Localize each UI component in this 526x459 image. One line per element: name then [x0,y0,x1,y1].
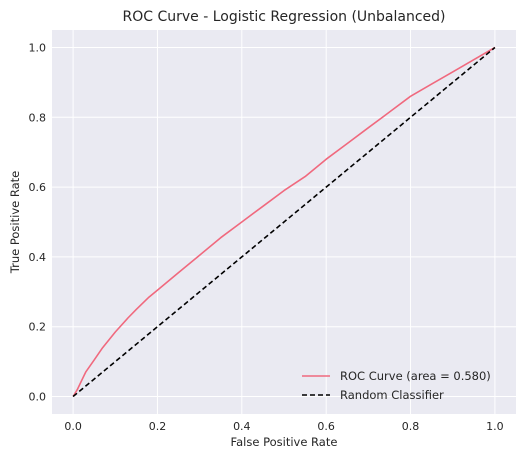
series-layer [72,46,496,398]
tick-labels: 0.0 0.2 0.4 0.6 0.8 1.0 0.0 0.2 0.4 0.6 0.8 1.0 [29,41,504,433]
x-tick-label: 0.2 [149,420,167,433]
y-tick-label: 1.0 [29,41,47,54]
legend: ROC Curve (area = 0.580) Random Classifi… [302,369,491,402]
roc-curve-line [72,46,496,397]
x-tick-label: 0.8 [402,420,420,433]
y-tick-label: 0.2 [29,321,47,334]
grid-lines [52,30,516,414]
y-tick-label: 0.0 [29,391,47,404]
x-tick-label: 0.4 [233,420,251,433]
y-tick-label: 0.4 [29,251,47,264]
x-tick-label: 1.0 [486,420,504,433]
random-classifier-line [72,46,496,398]
legend-label-random: Random Classifier [340,388,444,402]
x-tick-label: 0.6 [317,420,335,433]
x-tick-label: 0.0 [64,420,82,433]
y-axis-label: True Positive Rate [8,171,22,274]
x-axis-label: False Positive Rate [231,435,338,449]
y-tick-label: 0.8 [29,111,47,124]
y-tick-label: 0.6 [29,181,47,194]
legend-label-roc: ROC Curve (area = 0.580) [340,369,491,383]
chart-title: ROC Curve - Logistic Regression (Unbalan… [122,9,445,25]
